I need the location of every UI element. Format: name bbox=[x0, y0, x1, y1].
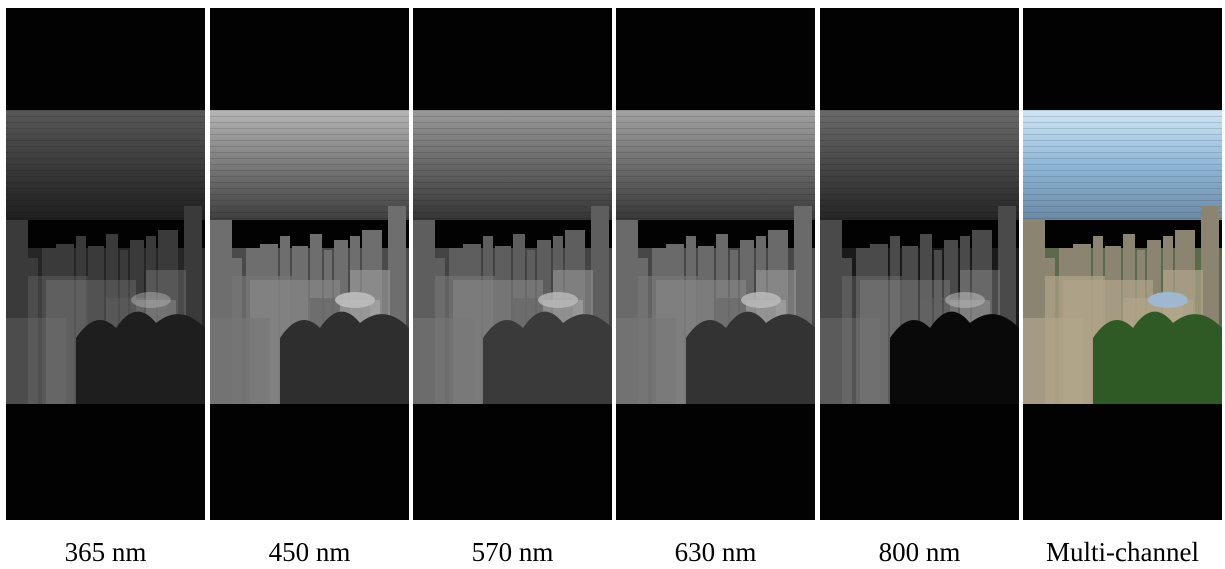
scan-lines bbox=[1023, 110, 1222, 220]
dome bbox=[945, 292, 985, 308]
dome bbox=[335, 292, 375, 308]
scan-lines bbox=[616, 110, 815, 220]
dome bbox=[741, 292, 781, 308]
panel-label: Multi-channel bbox=[1046, 537, 1199, 567]
panel-label: 630 nm bbox=[675, 537, 757, 567]
panel-label: 365 nm bbox=[65, 537, 147, 567]
trees bbox=[76, 312, 205, 404]
figure: 365 nm 450 nm 570 nm 630 nm 800 nm Multi-chan… bbox=[0, 0, 1225, 569]
trees bbox=[483, 312, 612, 404]
panel-label: 570 nm bbox=[472, 537, 554, 567]
trees bbox=[280, 312, 409, 404]
bottom-band bbox=[210, 404, 409, 520]
panel-label: 800 nm bbox=[879, 537, 961, 567]
low-building bbox=[1023, 318, 1083, 404]
trees bbox=[1093, 312, 1222, 404]
panel-label: 450 nm bbox=[269, 537, 351, 567]
bottom-band bbox=[413, 404, 612, 520]
trees bbox=[686, 312, 815, 404]
scan-lines bbox=[6, 110, 205, 220]
low-building bbox=[413, 318, 473, 404]
dome bbox=[538, 292, 578, 308]
bottom-band bbox=[1023, 404, 1222, 520]
scan-lines bbox=[820, 110, 1019, 220]
low-building bbox=[210, 318, 270, 404]
low-building bbox=[6, 318, 66, 404]
image-panel bbox=[210, 8, 409, 520]
bottom-band bbox=[616, 404, 815, 520]
image-panel bbox=[820, 8, 1019, 520]
scan-lines bbox=[413, 110, 612, 220]
bottom-band bbox=[6, 404, 205, 520]
trees bbox=[890, 312, 1019, 404]
image-panel bbox=[413, 8, 612, 520]
low-building bbox=[820, 318, 880, 404]
low-building bbox=[616, 318, 676, 404]
image-panel bbox=[616, 8, 815, 520]
bottom-band bbox=[820, 404, 1019, 520]
dome bbox=[1148, 292, 1188, 308]
scan-lines bbox=[210, 110, 409, 220]
image-panel bbox=[1023, 8, 1222, 520]
image-panel bbox=[6, 8, 205, 520]
dome bbox=[131, 292, 171, 308]
